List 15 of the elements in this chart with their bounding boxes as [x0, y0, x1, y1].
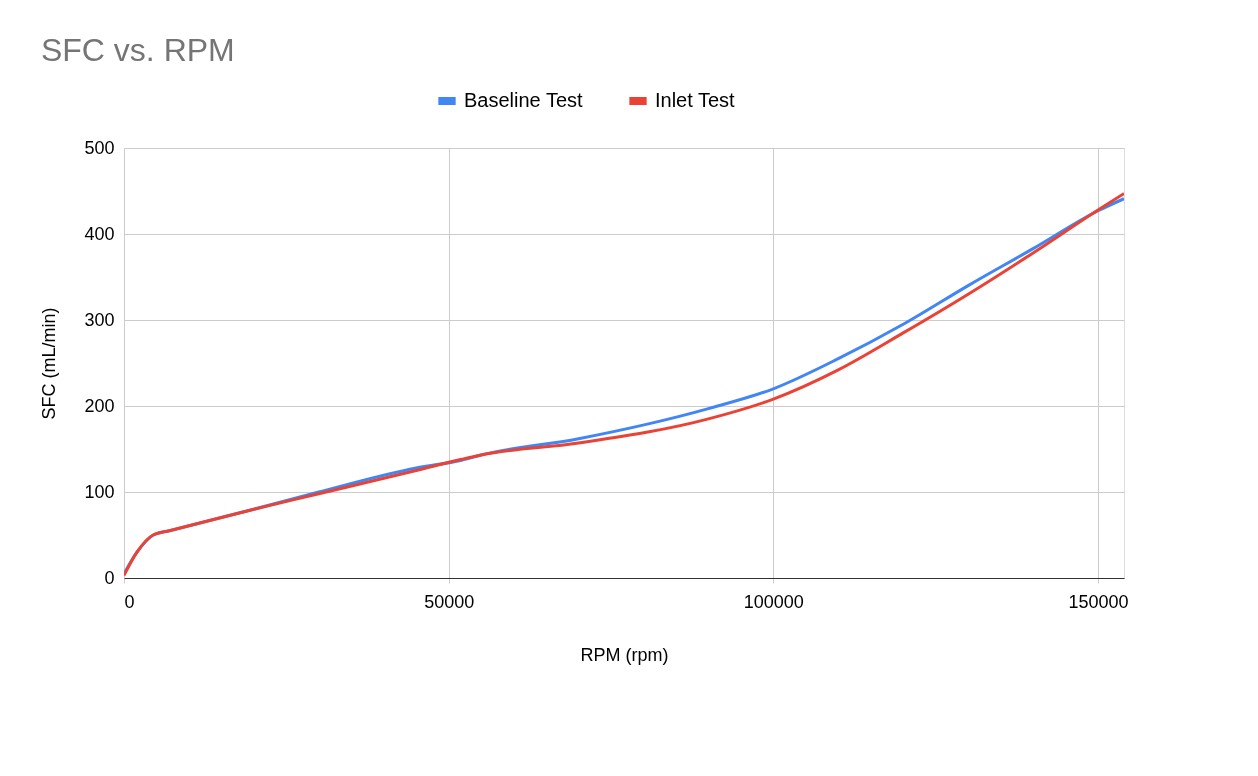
x-tick-label: 100000	[743, 591, 804, 612]
y-tick-label: 300	[84, 309, 115, 330]
y-tick-label: 0	[104, 567, 115, 588]
y-tick-label: 100	[84, 481, 115, 502]
y-axis-title: SFC (mL/min)	[39, 307, 60, 420]
y-tick-label: 400	[84, 223, 115, 244]
chart-title: SFC vs. RPM	[40, 32, 235, 68]
x-tick-label: 50000	[424, 591, 475, 612]
legend-label: Inlet Test	[655, 89, 736, 111]
x-axis-title: RPM (rpm)	[580, 644, 669, 665]
y-tick-label: 500	[84, 137, 115, 158]
x-tick-label: 150000	[1068, 591, 1129, 612]
y-tick-label: 200	[84, 395, 115, 416]
x-tick-label: 0	[124, 591, 135, 612]
legend-label: Baseline Test	[464, 89, 584, 111]
